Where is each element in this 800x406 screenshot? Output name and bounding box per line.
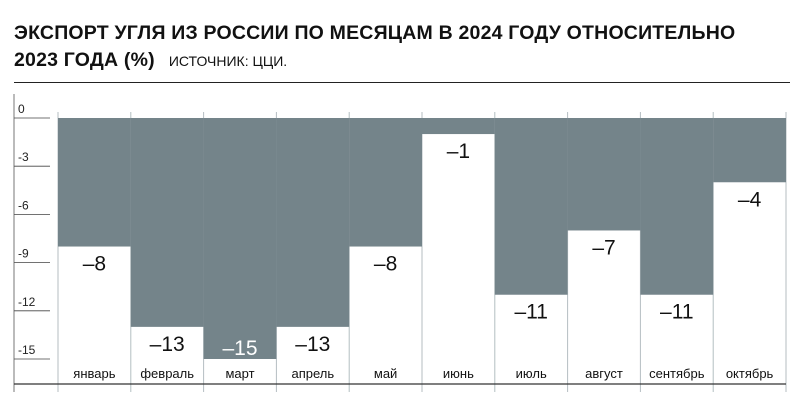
bar-январь bbox=[58, 118, 131, 247]
bar-август bbox=[567, 118, 641, 231]
data-label: –8 bbox=[374, 253, 397, 276]
y-tick-label: -6 bbox=[18, 198, 29, 212]
data-label: –11 bbox=[660, 301, 693, 324]
y-tick-label: -15 bbox=[18, 343, 36, 357]
x-tick-label: август bbox=[585, 366, 623, 381]
y-axis: 0 -3 -6 -9 -12 -15 bbox=[18, 102, 36, 357]
bar-март bbox=[203, 118, 277, 359]
bar-февраль bbox=[130, 118, 204, 327]
chart-title: ЭКСПОРТ УГЛЯ ИЗ РОССИИ ПО МЕСЯЦАМ В 2024… bbox=[14, 20, 790, 75]
x-tick-label: февраль bbox=[140, 366, 194, 381]
data-label: –1 bbox=[447, 140, 470, 163]
data-labels: –8 –13 –15 –13 –8 –1 –11 –7 –11 –4 bbox=[83, 140, 762, 360]
bar-сентябрь bbox=[640, 118, 714, 295]
title-line-2-text: 2023 ГОДА (%) bbox=[14, 49, 155, 71]
x-tick-label: июль bbox=[516, 366, 547, 381]
source-note: ИСТОЧНИК: ЦЦИ. bbox=[168, 53, 288, 69]
bar-октябрь bbox=[713, 118, 786, 183]
data-label: –13 bbox=[295, 333, 330, 356]
data-label: –11 bbox=[514, 301, 547, 324]
x-tick-label: май bbox=[374, 366, 397, 381]
x-axis: январь февраль март апрель май июнь июль август… bbox=[14, 366, 786, 385]
bars bbox=[58, 118, 786, 359]
bar-апрель bbox=[276, 118, 350, 327]
x-tick-label: март bbox=[225, 366, 254, 381]
data-label: –4 bbox=[738, 188, 762, 211]
y-tick-label: -12 bbox=[18, 295, 36, 309]
data-label: –13 bbox=[150, 333, 185, 356]
data-label: –15 bbox=[222, 337, 257, 360]
x-tick-label: сентябрь bbox=[649, 366, 705, 381]
x-tick-label: апрель bbox=[291, 366, 334, 381]
bar-июнь bbox=[422, 118, 495, 135]
data-label: –8 bbox=[83, 253, 106, 276]
x-tick-label: январь bbox=[73, 366, 115, 381]
data-label: –7 bbox=[592, 236, 615, 259]
y-tick-label: -3 bbox=[18, 150, 29, 164]
y-tick-label: 0 bbox=[18, 102, 25, 116]
title-line-1: ЭКСПОРТ УГЛЯ ИЗ РОССИИ ПО МЕСЯЦАМ В 2024… bbox=[14, 22, 736, 44]
bar-май bbox=[349, 118, 422, 247]
y-tick-label: -9 bbox=[18, 247, 29, 261]
x-tick-label: июнь bbox=[443, 366, 474, 381]
bar-июль bbox=[494, 118, 568, 295]
title-line-2: 2023 ГОДА (%) ИСТОЧНИК: ЦЦИ. bbox=[14, 47, 790, 75]
x-tick-label: октябрь bbox=[726, 366, 774, 381]
title-divider bbox=[14, 82, 790, 83]
